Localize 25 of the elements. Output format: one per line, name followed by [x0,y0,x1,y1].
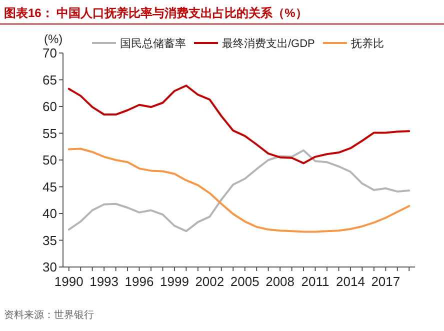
y-tick-label: 70 [42,46,57,60]
y-axis-title: (%) [44,32,63,46]
x-tick-label: 2014 [336,274,365,289]
y-tick-label: 30 [42,260,57,274]
legend-label: 国民总储蓄率 [120,37,186,50]
x-tick-label: 1999 [160,274,189,289]
x-tick-label: 1990 [54,274,84,289]
x-tick-label: 2011 [301,274,330,289]
y-tick-label: 45 [42,179,57,194]
x-tick-label: 1996 [124,274,154,289]
x-tick-label: 2005 [230,274,260,289]
y-tick-label: 55 [42,126,57,141]
x-tick-label: 2002 [195,274,224,289]
y-tick-label: 35 [42,232,57,248]
legend-label: 最终消费支出/GDP [222,37,315,50]
y-tick-label: 60 [42,99,57,114]
title: 图表16： 中国人口抚养比率与消费支出占比的关系（%） [4,6,308,20]
x-tick-label: 1993 [90,274,119,289]
y-tick-label: 50 [42,152,57,168]
text: 资料来源：世界银行 [4,309,94,321]
legend-label: 抚养比 [350,37,384,50]
x-tick-label: 2008 [266,274,295,289]
y-tick-label: 40 [42,206,57,221]
x-tick-label: 2017 [371,274,400,289]
y-tick-label: 65 [42,72,57,88]
